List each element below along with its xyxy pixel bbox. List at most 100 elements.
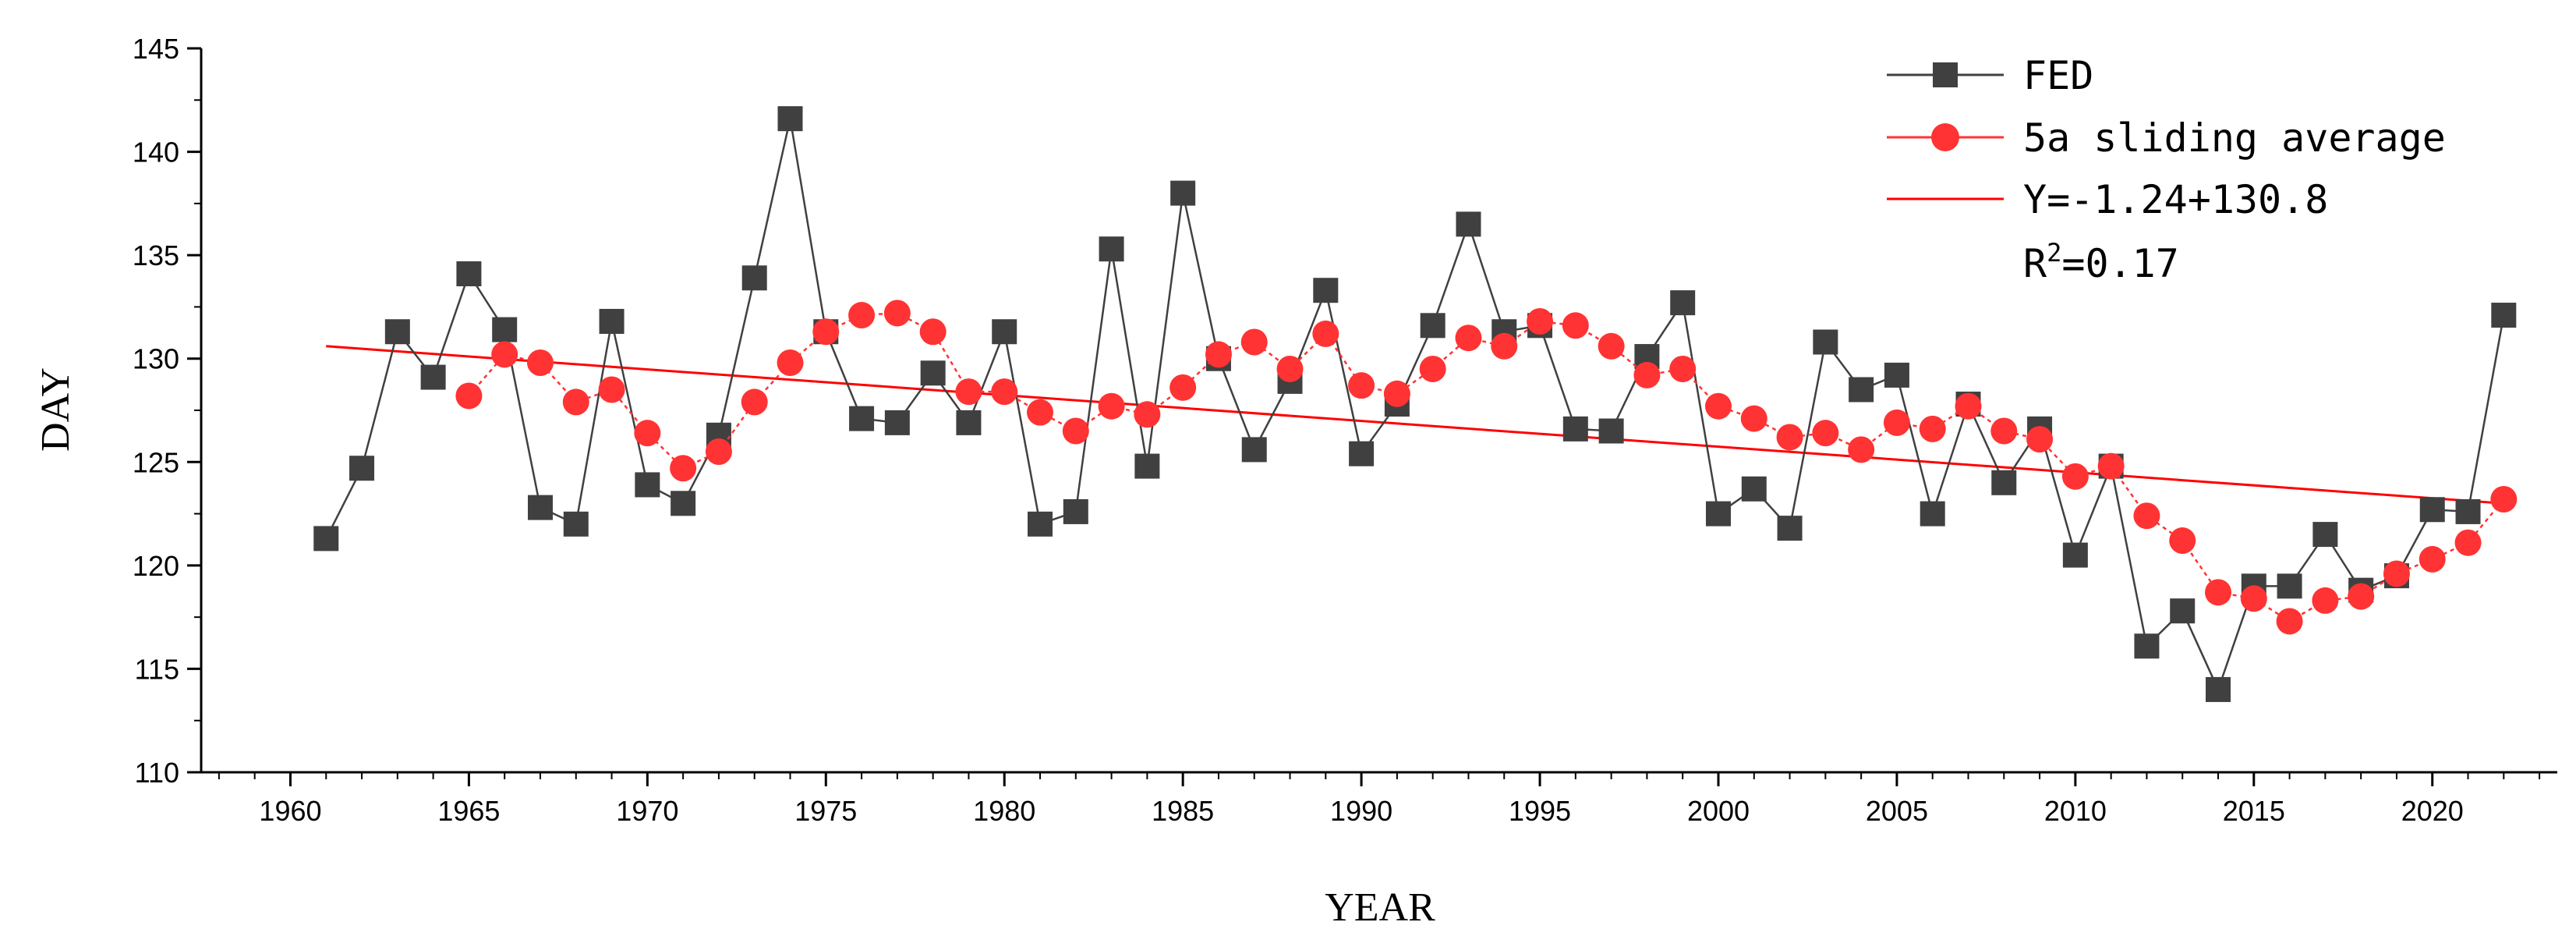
sliding-average-data-point [705, 438, 732, 466]
sliding-average-data-point [670, 455, 697, 482]
sliding-average-data-point [1990, 417, 2018, 445]
fed-data-point [599, 308, 625, 334]
y-tick-label: 120 [133, 550, 179, 582]
legend-fed-square-icon [1933, 62, 1958, 87]
sliding-average-data-point [1027, 399, 1054, 426]
sliding-average-data-point [1527, 307, 1554, 335]
fed-data-point [741, 265, 767, 291]
sliding-average-data-point [1776, 424, 1803, 451]
sliding-average-data-point [2026, 426, 2054, 453]
fed-data-point [1884, 362, 1909, 388]
fed-data-point [2491, 303, 2517, 328]
sliding-average-data-point [777, 349, 804, 377]
legend-r2-annotation: R2=0.17 [2023, 238, 2179, 286]
sliding-average-data-point [883, 300, 911, 327]
sliding-average-data-point [2276, 608, 2303, 635]
fed-data-point [1741, 476, 1767, 502]
sliding-average-data-point [1598, 332, 1625, 360]
fed-data-point [420, 364, 446, 390]
y-axis-title: DAY [34, 367, 78, 452]
fed-data-point [2455, 498, 2481, 524]
fed-data-point [1028, 511, 1053, 537]
sliding-average-data-point [2383, 560, 2410, 587]
fed-data-point [2134, 633, 2160, 659]
fed-data-point [1099, 236, 1124, 262]
fed-data-point [956, 410, 982, 435]
x-tick-label: 2020 [2401, 795, 2464, 827]
regression-line [326, 345, 2504, 505]
fed-data-point [1920, 501, 1945, 527]
sliding-average-data-point [1062, 417, 1089, 445]
sliding-average-data-point [1098, 392, 1125, 420]
fed-data-point [1063, 498, 1088, 524]
sliding-average-data-point [2312, 587, 2339, 614]
x-tick-label: 2005 [1866, 795, 1928, 827]
sliding-average-layer [455, 300, 2518, 635]
y-tick-label: 145 [133, 33, 179, 65]
x-tick-label: 1985 [1152, 795, 1214, 827]
fed-data-point [2062, 542, 2088, 568]
sliding-average-data-point [1669, 355, 1697, 382]
fed-data-point [456, 261, 482, 287]
fed-data-point [1170, 180, 1196, 206]
sliding-average-data-point [1312, 320, 1339, 347]
sliding-average-data-point [491, 341, 518, 368]
sliding-average-data-point [1883, 409, 1910, 436]
y-tick-label: 110 [135, 757, 179, 789]
x-tick-label: 2000 [1687, 795, 1750, 827]
fed-data-point [563, 511, 589, 537]
legend: FED 5a sliding average Y=-1.24+130.8 R2=… [1887, 53, 2446, 286]
fed-data-point [492, 317, 518, 342]
sliding-average-data-point [955, 378, 982, 406]
fed-data-point [2170, 598, 2196, 624]
sliding-average-data-point [1704, 392, 1732, 420]
regression-line-layer [326, 345, 2504, 505]
sliding-average-data-point [1240, 328, 1268, 356]
sliding-average-data-point [598, 376, 625, 403]
sliding-average-data-point [2061, 463, 2089, 490]
legend-sliding-label: 5a sliding average [2023, 115, 2446, 161]
x-tick-label: 2015 [2223, 795, 2285, 827]
fed-data-point [313, 526, 339, 552]
sliding-average-data-point [1812, 420, 1839, 447]
sliding-average-data-point [2097, 452, 2125, 480]
legend-fed-label: FED [2023, 53, 2093, 98]
legend-fit-label: Y=-1.24+130.8 [2023, 177, 2328, 222]
sliding-average-data-point [991, 378, 1018, 406]
sliding-average-data-point [1276, 355, 1304, 382]
sliding-average-data-point [562, 388, 589, 416]
fed-data-point [1241, 437, 1267, 463]
sliding-average-data-point [1848, 436, 1875, 463]
sliding-average-data-point [634, 420, 661, 447]
sliding-average-data-point [1455, 325, 1482, 352]
fed-data-point [1134, 453, 1160, 479]
fed-data-point [992, 319, 1017, 345]
sliding-average-data-point [2240, 585, 2267, 612]
fed-data-point [1349, 441, 1375, 466]
x-tick-label: 1975 [794, 795, 857, 827]
y-tick-label: 140 [133, 137, 179, 168]
sliding-average-data-point [2169, 527, 2196, 555]
y-tick-label: 130 [133, 343, 179, 375]
x-tick-label: 2010 [2044, 795, 2107, 827]
sliding-average-data-point [2133, 502, 2160, 530]
fed-data-point [920, 360, 946, 386]
fed-data-point [384, 319, 410, 345]
sliding-average-line [468, 312, 2505, 622]
fed-data-point [1670, 290, 1696, 316]
fed-data-point [1849, 377, 1874, 403]
fed-data-point [1813, 329, 1838, 355]
sliding-average-data-point [1491, 332, 1518, 360]
fed-data-point [2419, 497, 2445, 523]
fed-data-point [1456, 211, 1481, 237]
sliding-average-data-point [2419, 545, 2446, 573]
x-axis-title: YEAR [1325, 885, 1435, 930]
fed-data-point [527, 495, 553, 520]
fed-data-point [1420, 313, 1445, 339]
legend-sliding-circle-icon [1931, 123, 1959, 151]
y-tick-label: 115 [135, 653, 179, 685]
r2-value: =0.17 [2061, 241, 2179, 286]
fed-data-point [2277, 573, 2302, 599]
